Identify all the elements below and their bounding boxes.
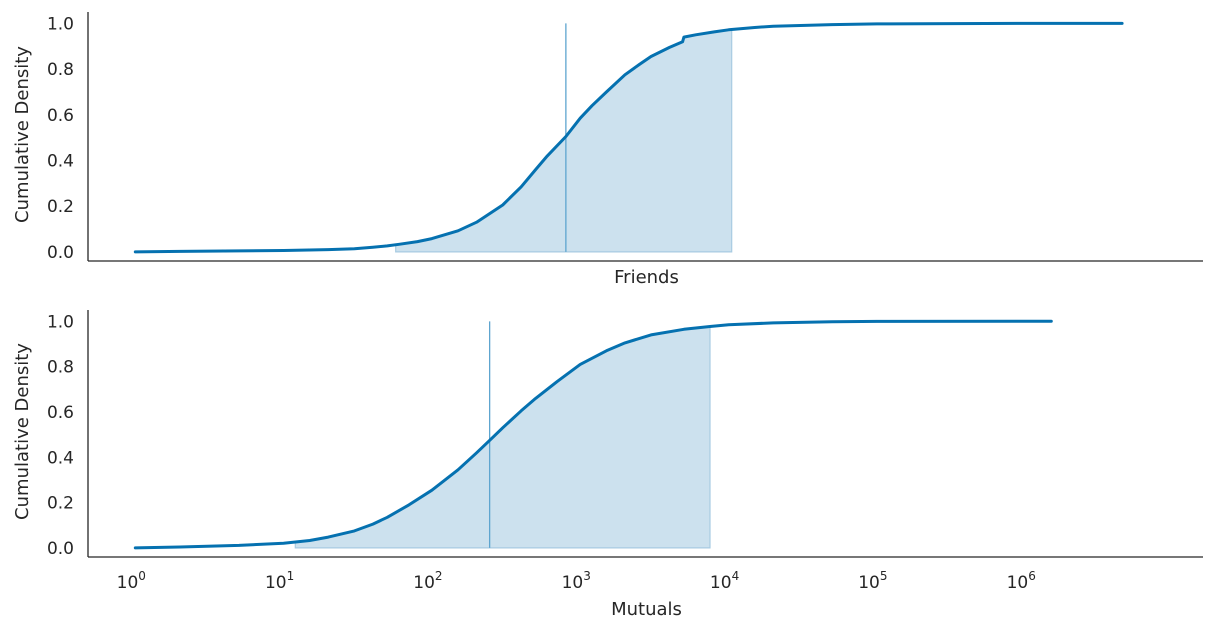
friends-ytick-label: 0.4 bbox=[47, 151, 74, 171]
friends-ytick-label: 0.6 bbox=[47, 106, 74, 126]
mutuals-ytick-label: 0.4 bbox=[47, 448, 74, 468]
friends-ytick-label: 1.0 bbox=[47, 14, 74, 34]
friends-cdf-panel: 0.0 0.2 0.4 0.6 0.8 1.0 Friends Cumulative Dens… bbox=[12, 12, 1203, 288]
mutuals-cdf-line bbox=[133, 319, 1053, 550]
friends-y-axis-label: Cumulative Density bbox=[12, 46, 33, 223]
mutuals-y-axis-label: Cumulative Density bbox=[12, 343, 33, 520]
mutuals-shaded-interval bbox=[294, 325, 711, 549]
mutuals-xtick-label: 104 bbox=[710, 569, 739, 593]
friends-ytick-label: 0.2 bbox=[47, 197, 74, 217]
mutuals-xtick-label: 102 bbox=[413, 569, 442, 593]
mutuals-xtick-label: 101 bbox=[265, 569, 294, 593]
mutuals-xtick-label: 106 bbox=[1007, 569, 1036, 593]
friends-x-axis-label: Friends bbox=[614, 267, 679, 288]
mutuals-ytick-label: 0.2 bbox=[47, 494, 74, 514]
mutuals-ytick-label: 1.0 bbox=[47, 312, 74, 332]
mutuals-xtick-label: 103 bbox=[562, 569, 591, 593]
mutuals-xtick-label: 100 bbox=[117, 569, 146, 593]
mutuals-ytick-label: 0.8 bbox=[47, 358, 74, 378]
friends-ytick-label: 0.0 bbox=[47, 243, 74, 263]
mutuals-ytick-label: 0.0 bbox=[47, 539, 74, 559]
friends-cdf-line bbox=[133, 21, 1124, 254]
mutuals-cdf-panel: 0.0 0.2 0.4 0.6 0.8 1.0 100 101 102 103 104 105 106 M… bbox=[12, 310, 1203, 620]
friends-ytick-label: 0.8 bbox=[47, 60, 74, 80]
mutuals-ytick-label: 0.6 bbox=[47, 403, 74, 423]
mutuals-xtick-label: 105 bbox=[858, 569, 887, 593]
mutuals-x-axis-label: Mutuals bbox=[611, 599, 682, 620]
